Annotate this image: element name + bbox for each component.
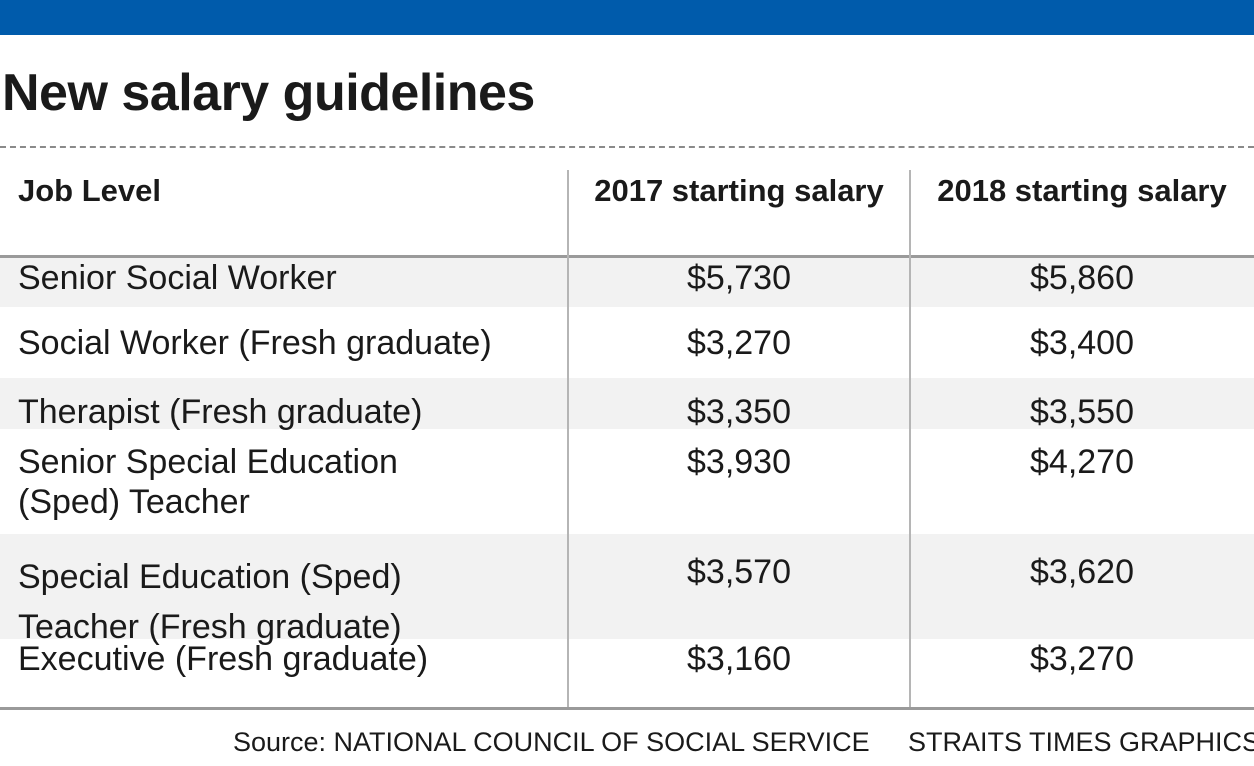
salary-table: Job Level 2017 starting salary 2018 star…	[0, 170, 1254, 710]
salary-2018-cell: $5,860	[1030, 259, 1134, 297]
column-divider-1	[567, 170, 569, 708]
salary-2017-cell: $3,160	[687, 640, 791, 678]
salary-2017-cell: $3,570	[687, 553, 791, 591]
column-header-2017: 2017 starting salary	[594, 173, 884, 208]
column-header-job-level: Job Level	[18, 173, 161, 208]
salary-2017-cell: $3,350	[687, 393, 791, 431]
table-row: Senior Social Worker $5,730 $5,860	[0, 258, 1254, 307]
table-row: Special Education (Sped) Teacher (Fresh g…	[0, 534, 1254, 646]
job-level-cell: Social Worker (Fresh graduate)	[18, 323, 558, 363]
table-row: Social Worker (Fresh graduate) $3,270 $3,4…	[0, 307, 1254, 378]
job-level-line: Therapist (Fresh graduate)	[18, 393, 423, 431]
column-divider-2	[909, 170, 911, 708]
job-level-line: Social Worker (Fresh graduate)	[18, 324, 492, 362]
table-row: Therapist (Fresh graduate) $3,350 $3,550	[0, 378, 1254, 432]
chart-title: New salary guidelines	[2, 64, 535, 122]
salary-2018-cell: $3,620	[1030, 553, 1134, 591]
title-divider	[0, 146, 1254, 148]
top-color-bar	[0, 0, 1254, 35]
salary-2018-cell: $4,270	[1030, 443, 1134, 481]
job-level-cell: Senior Social Worker	[18, 258, 558, 298]
job-level-line: Senior Social Worker	[18, 259, 337, 297]
job-level-line: Special Education (Sped)	[18, 558, 402, 596]
header-rule	[0, 255, 1254, 258]
job-level-cell: Senior Special Education (Sped) Teacher	[18, 442, 558, 522]
table-row: Executive (Fresh graduate) $3,160 $3,270	[0, 639, 1254, 707]
job-level-line: Teacher (Fresh graduate)	[18, 608, 402, 646]
graphics-credit: STRAITS TIMES GRAPHICS	[908, 727, 1254, 757]
bottom-rule	[0, 707, 1254, 710]
job-level-cell: Special Education (Sped) Teacher (Fresh g…	[18, 552, 558, 652]
table-row: Senior Special Education (Sped) Teacher $3…	[0, 429, 1254, 534]
salary-2017-cell: $3,930	[687, 443, 791, 481]
source-note: Source: NATIONAL COUNCIL OF SOCIAL SERVI…	[233, 727, 870, 757]
job-level-line: Senior Special Education	[18, 443, 398, 481]
salary-2018-cell: $3,270	[1030, 640, 1134, 678]
column-header-2018: 2018 starting salary	[937, 173, 1227, 208]
job-level-line: (Sped) Teacher	[18, 483, 250, 521]
salary-2018-cell: $3,550	[1030, 393, 1134, 431]
job-level-cell: Executive (Fresh graduate)	[18, 639, 558, 679]
table-header-row: Job Level 2017 starting salary 2018 star…	[0, 170, 1254, 255]
job-level-cell: Therapist (Fresh graduate)	[18, 392, 558, 432]
job-level-line: Executive (Fresh graduate)	[18, 640, 429, 678]
salary-2017-cell: $5,730	[687, 259, 791, 297]
salary-2017-cell: $3,270	[687, 324, 791, 362]
salary-2018-cell: $3,400	[1030, 324, 1134, 362]
